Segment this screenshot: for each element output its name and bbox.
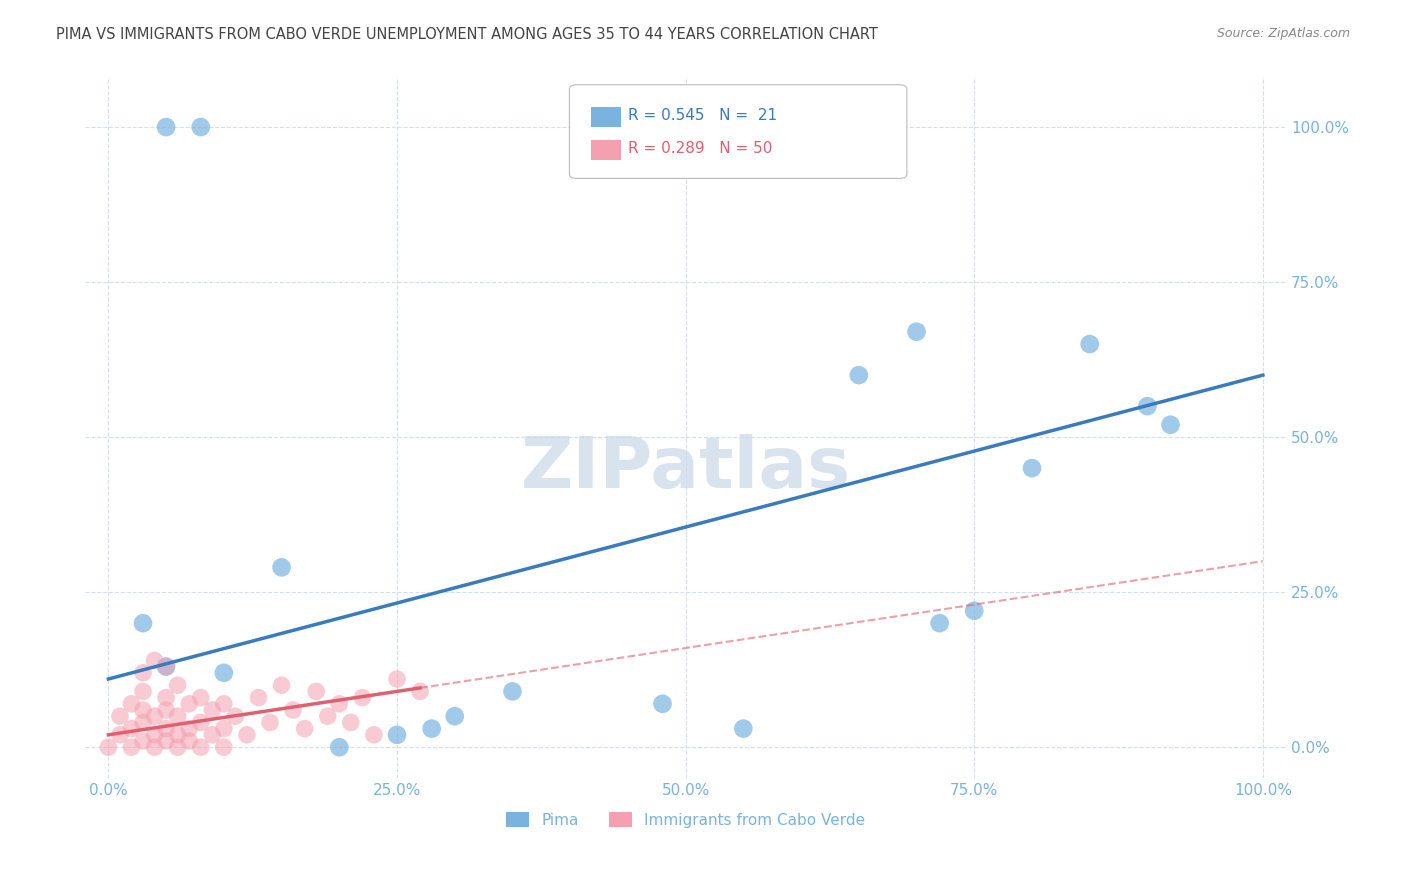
Point (270, 678, 292, 692)
Point (201, 728, 224, 742)
Point (121, 740, 143, 755)
Point (201, 703, 224, 717)
Point (155, 690, 177, 705)
Point (179, 722, 201, 736)
Point (121, 697, 143, 711)
Point (190, 120, 212, 134)
Point (212, 740, 235, 755)
Point (1160, 417, 1182, 432)
Point (143, 709, 166, 723)
Point (190, 715, 212, 730)
Point (166, 740, 188, 755)
Point (905, 325, 928, 339)
Point (928, 616, 950, 631)
Point (132, 703, 155, 717)
Point (294, 722, 316, 736)
Point (155, 120, 177, 134)
Point (1136, 399, 1159, 413)
Point (352, 690, 374, 705)
Point (247, 690, 270, 705)
Point (108, 728, 131, 742)
Point (420, 722, 443, 736)
Point (155, 703, 177, 717)
Point (179, 697, 201, 711)
Point (143, 653, 166, 667)
Point (443, 709, 465, 723)
Text: PIMA VS IMMIGRANTS FROM CABO VERDE UNEMPLOYMENT AMONG AGES 35 TO 44 YEARS CORREL: PIMA VS IMMIGRANTS FROM CABO VERDE UNEMP… (56, 27, 879, 42)
Point (132, 684, 155, 698)
Point (143, 740, 166, 755)
Point (212, 722, 235, 736)
Text: Source: ZipAtlas.com: Source: ZipAtlas.com (1216, 27, 1350, 40)
Text: R = 0.289   N = 50: R = 0.289 N = 50 (628, 142, 773, 156)
Point (316, 709, 339, 723)
Point (132, 665, 155, 680)
Point (190, 740, 212, 755)
Point (848, 368, 870, 383)
Point (166, 728, 188, 742)
Point (305, 684, 328, 698)
Text: ZIPatlas: ZIPatlas (520, 434, 851, 503)
Point (132, 734, 155, 748)
Point (108, 709, 131, 723)
Point (1078, 337, 1101, 351)
Point (340, 715, 363, 730)
Point (212, 665, 235, 680)
Text: R = 0.545   N =  21: R = 0.545 N = 21 (628, 109, 778, 123)
Point (155, 734, 177, 748)
Point (97, 740, 120, 755)
Point (155, 659, 177, 673)
Point (132, 715, 155, 730)
Point (259, 715, 281, 730)
Point (409, 684, 432, 698)
Legend: Pima, Immigrants from Cabo Verde: Pima, Immigrants from Cabo Verde (501, 805, 872, 834)
Point (270, 560, 292, 574)
Point (733, 722, 755, 736)
Point (190, 690, 212, 705)
Point (328, 740, 350, 755)
Point (179, 734, 201, 748)
Point (963, 604, 986, 618)
Point (328, 697, 350, 711)
Point (143, 728, 166, 742)
Point (212, 697, 235, 711)
Point (132, 616, 155, 631)
Point (224, 709, 246, 723)
Point (121, 722, 143, 736)
Point (363, 728, 385, 742)
Point (155, 659, 177, 673)
Point (166, 709, 188, 723)
Point (651, 697, 673, 711)
Point (385, 728, 408, 742)
Point (155, 722, 177, 736)
Point (1021, 461, 1043, 475)
Point (166, 678, 188, 692)
Point (501, 684, 523, 698)
Point (236, 728, 259, 742)
Point (385, 672, 408, 686)
Point (281, 703, 304, 717)
